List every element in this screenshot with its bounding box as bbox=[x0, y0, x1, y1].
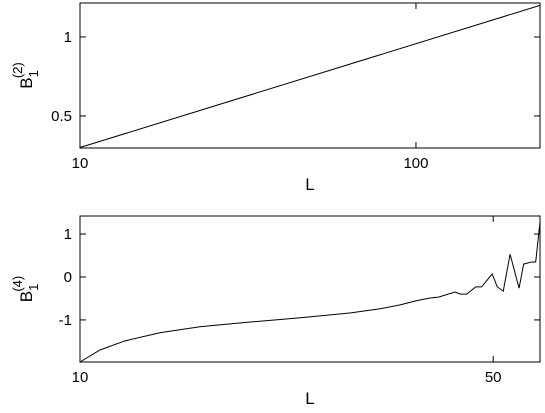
y-label-sub: 1 bbox=[26, 70, 41, 77]
y-tick-label: 1 bbox=[64, 29, 72, 46]
y-label-sub: 1 bbox=[26, 284, 41, 291]
y-label-sup: (4) bbox=[10, 276, 25, 292]
y-label-sup: (2) bbox=[10, 62, 25, 78]
x-axis-label: L bbox=[305, 389, 314, 408]
y-label-base: B bbox=[17, 291, 36, 302]
y-axis-label: B1(2) bbox=[10, 62, 41, 88]
axes-box bbox=[79, 2, 541, 149]
axes-box bbox=[79, 215, 541, 363]
x-axis-label: L bbox=[305, 175, 314, 194]
y-tick-label: -1 bbox=[59, 312, 72, 329]
x-tick-label: 10 bbox=[72, 369, 89, 386]
y-tick-label: 1 bbox=[64, 226, 72, 243]
y-tick-label: 0.5 bbox=[51, 108, 72, 125]
y-axis-label: B1(4) bbox=[10, 276, 41, 302]
data-line bbox=[79, 221, 541, 363]
y-tick-label: 0 bbox=[64, 269, 72, 286]
x-tick-label: 100 bbox=[403, 155, 428, 172]
x-tick-label: 50 bbox=[485, 369, 502, 386]
y-label-base: B bbox=[17, 77, 36, 88]
data-line bbox=[79, 4, 541, 149]
x-tick-label: 10 bbox=[72, 155, 89, 172]
